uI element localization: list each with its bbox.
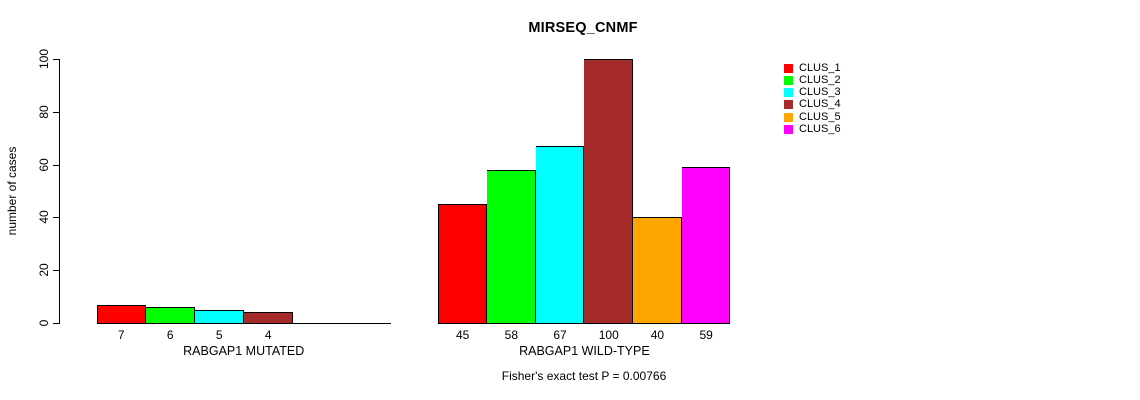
bar-CLUS_4 — [243, 312, 293, 324]
bar-value-label: 59 — [699, 328, 713, 342]
legend-row: CLUS_4 — [784, 98, 854, 111]
legend-row: CLUS_1 — [784, 61, 854, 75]
y-tick-label: 40 — [37, 210, 51, 225]
legend-label: CLUS_6 — [799, 123, 841, 135]
legend-label: CLUS_2 — [799, 73, 841, 86]
bar-value-label: 4 — [264, 328, 272, 342]
fisher-test-annotation: Fisher's exact test P = 0.00766 — [501, 369, 667, 383]
y-tick-mark — [53, 111, 59, 113]
legend-row: CLUS_2 — [784, 73, 854, 87]
bar-CLUS_3 — [535, 146, 585, 324]
y-tick-mark — [53, 270, 59, 272]
bar-CLUS_3 — [194, 309, 244, 324]
bar-value-label: 67 — [553, 328, 567, 342]
legend-label: CLUS_4 — [799, 98, 841, 111]
y-tick-label: 60 — [37, 157, 51, 172]
legend-color-swatch — [784, 63, 793, 73]
bar-value-label: 6 — [166, 328, 174, 342]
y-tick-label: 100 — [37, 48, 51, 70]
bar-CLUS_4 — [584, 59, 634, 324]
legend-row: CLUS_5 — [784, 110, 854, 124]
bar-value-label: 5 — [215, 328, 223, 342]
y-tick-label: 20 — [37, 263, 51, 277]
bar-CLUS_5 — [633, 217, 682, 324]
y-tick-mark — [53, 59, 59, 60]
legend-color-swatch — [784, 125, 793, 134]
y-tick-label: 0 — [37, 319, 51, 327]
y-axis-line — [59, 59, 60, 324]
y-axis-label: number of cases — [5, 146, 19, 236]
x-axis-group-label: RABGAP1 MUTATED — [183, 344, 305, 358]
chart-title: MIRSEQ_CNMF — [528, 20, 638, 36]
legend-label: CLUS_1 — [799, 61, 841, 74]
bar-CLUS_1 — [96, 304, 146, 324]
bar-value-label: 7 — [117, 328, 125, 342]
y-tick-label: 80 — [37, 105, 51, 119]
bar-value-label: 100 — [598, 328, 619, 342]
legend-row: CLUS_3 — [784, 86, 854, 99]
legend-color-swatch — [784, 75, 793, 85]
y-tick-mark — [53, 217, 59, 219]
bar-CLUS_1 — [438, 204, 487, 324]
bar-CLUS_2 — [487, 169, 536, 324]
bar-CLUS_6 — [681, 167, 731, 324]
legend-row: CLUS_6 — [784, 123, 854, 136]
x-axis-group-label: RABGAP1 WILD-TYPE — [519, 344, 650, 358]
legend-color-swatch — [784, 100, 793, 110]
bar-value-label: 45 — [455, 328, 470, 342]
bar-value-label: 40 — [650, 328, 665, 342]
legend-color-swatch — [784, 112, 793, 122]
y-tick-mark — [53, 164, 59, 166]
legend-label: CLUS_5 — [799, 110, 841, 123]
legend-color-swatch — [784, 88, 793, 98]
bar-CLUS_2 — [145, 307, 195, 324]
y-tick-mark — [53, 323, 59, 324]
bar-value-label: 58 — [504, 328, 519, 342]
legend-label: CLUS_3 — [799, 86, 841, 99]
